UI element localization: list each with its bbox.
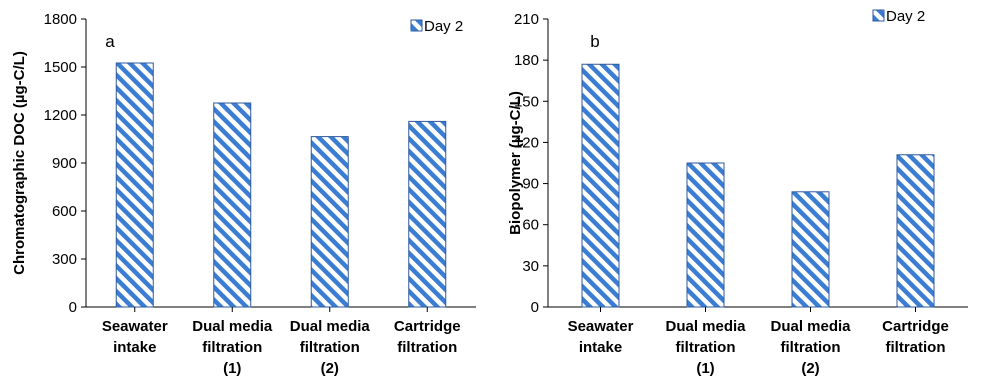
x-tick-label: Seawater intake: [568, 318, 634, 356]
y-tick-label: 120: [514, 134, 539, 151]
bar: [310, 136, 349, 308]
y-tick-label: 1200: [44, 107, 77, 124]
panel-label: a: [105, 32, 115, 51]
y-tick-label: 600: [52, 203, 77, 220]
panel-label: b: [590, 32, 599, 51]
bar: [408, 120, 447, 308]
legend-label: Day 2: [424, 18, 463, 35]
y-tick-label: 0: [69, 299, 77, 316]
legend-label: Day 2: [886, 8, 925, 25]
x-tick-label: Cartridge filtration: [394, 318, 461, 356]
legend-swatch: [410, 19, 423, 32]
bar: [686, 162, 725, 308]
y-tick-label: 180: [514, 52, 539, 69]
y-tick-label: 300: [52, 251, 77, 268]
x-tick-label: Dual media filtration (1): [192, 318, 273, 377]
legend: Day 2: [410, 18, 463, 35]
x-tick-label: Dual media filtration (2): [290, 318, 371, 377]
y-tick-label: 150: [514, 93, 539, 110]
x-tick-label: Cartridge filtration: [882, 318, 949, 356]
y-axis-title: Chromatographic DOC (µg-C/L): [11, 51, 28, 275]
legend-swatch: [872, 9, 885, 22]
y-tick-label: 60: [522, 217, 539, 234]
y-tick-label: 900: [52, 155, 77, 172]
chart-panel-a: 0 300 600 900 1200 1500 1800 Chromatographic DO…: [11, 11, 476, 377]
bar: [213, 102, 252, 308]
bar: [581, 63, 620, 308]
y-tick-label: 210: [514, 11, 539, 28]
y-axis-title: Biopolymer (µg-C/L): [507, 91, 524, 235]
bar: [896, 154, 935, 308]
bar: [791, 191, 830, 308]
y-tick-label: 0: [531, 299, 539, 316]
x-tick-label: Dual media filtration (2): [770, 318, 851, 377]
x-tick-label: Dual media filtration (1): [665, 318, 746, 377]
chart-panel-b: 0 30 60 90 120 150 180 210 Biopolymer (µg-C/L) b S…: [507, 8, 968, 377]
y-tick-label: 1800: [44, 11, 77, 28]
legend: Day 2: [872, 8, 925, 25]
y-tick-label: 1500: [44, 59, 77, 76]
y-tick-label: 90: [522, 176, 539, 193]
bar: [115, 62, 154, 308]
x-tick-label: Seawater intake: [102, 318, 168, 356]
y-tick-label: 30: [522, 258, 539, 275]
